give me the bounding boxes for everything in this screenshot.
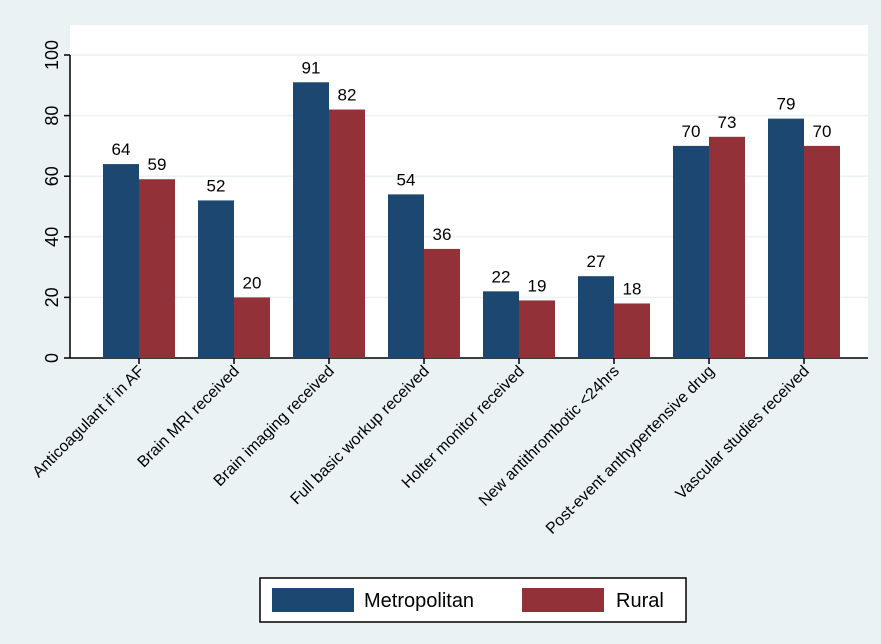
legend-swatch-rural (522, 588, 604, 612)
data-label-rural-4: 19 (528, 276, 547, 295)
bar-metropolitan-0 (103, 164, 139, 358)
data-label-metropolitan-0: 64 (112, 140, 131, 159)
data-label-metropolitan-5: 27 (587, 252, 606, 271)
data-label-metropolitan-3: 54 (397, 170, 416, 189)
y-tick-label-0: 0 (42, 353, 62, 363)
bar-rural-5 (614, 303, 650, 358)
bar-metropolitan-2 (293, 82, 329, 359)
y-tick-label-40: 40 (42, 227, 62, 247)
plot-area (70, 25, 868, 358)
bar-rural-6 (709, 136, 745, 358)
bar-metropolitan-3 (388, 194, 424, 358)
data-label-metropolitan-4: 22 (492, 267, 511, 286)
bar-metropolitan-1 (198, 200, 234, 358)
y-tick-label-80: 80 (42, 106, 62, 126)
data-label-rural-2: 82 (338, 86, 357, 105)
data-label-metropolitan-2: 91 (302, 58, 321, 77)
data-label-metropolitan-1: 52 (207, 176, 226, 195)
data-label-rural-3: 36 (433, 225, 452, 244)
bar-rural-1 (234, 297, 270, 358)
y-tick-label-60: 60 (42, 166, 62, 186)
bar-metropolitan-7 (768, 118, 804, 358)
data-label-metropolitan-6: 70 (682, 122, 701, 141)
bar-rural-7 (804, 145, 840, 358)
legend-swatch-metropolitan (272, 588, 354, 612)
bar-rural-2 (329, 109, 365, 358)
legend-label-rural: Rural (616, 590, 664, 612)
bar-metropolitan-5 (578, 276, 614, 358)
data-label-rural-1: 20 (243, 273, 262, 292)
bar-rural-0 (139, 179, 175, 358)
data-label-metropolitan-7: 79 (777, 95, 796, 114)
data-label-rural-0: 59 (148, 155, 167, 174)
data-label-rural-5: 18 (623, 279, 642, 298)
legend-label-metropolitan: Metropolitan (364, 590, 474, 612)
bar-metropolitan-4 (483, 291, 519, 358)
data-label-rural-7: 70 (813, 122, 832, 141)
bar-rural-3 (424, 248, 460, 358)
y-tick-label-20: 20 (42, 287, 62, 307)
data-label-rural-6: 73 (718, 113, 737, 132)
y-tick-label-100: 100 (42, 40, 62, 70)
bar-rural-4 (519, 300, 555, 358)
bar-metropolitan-6 (673, 145, 709, 358)
